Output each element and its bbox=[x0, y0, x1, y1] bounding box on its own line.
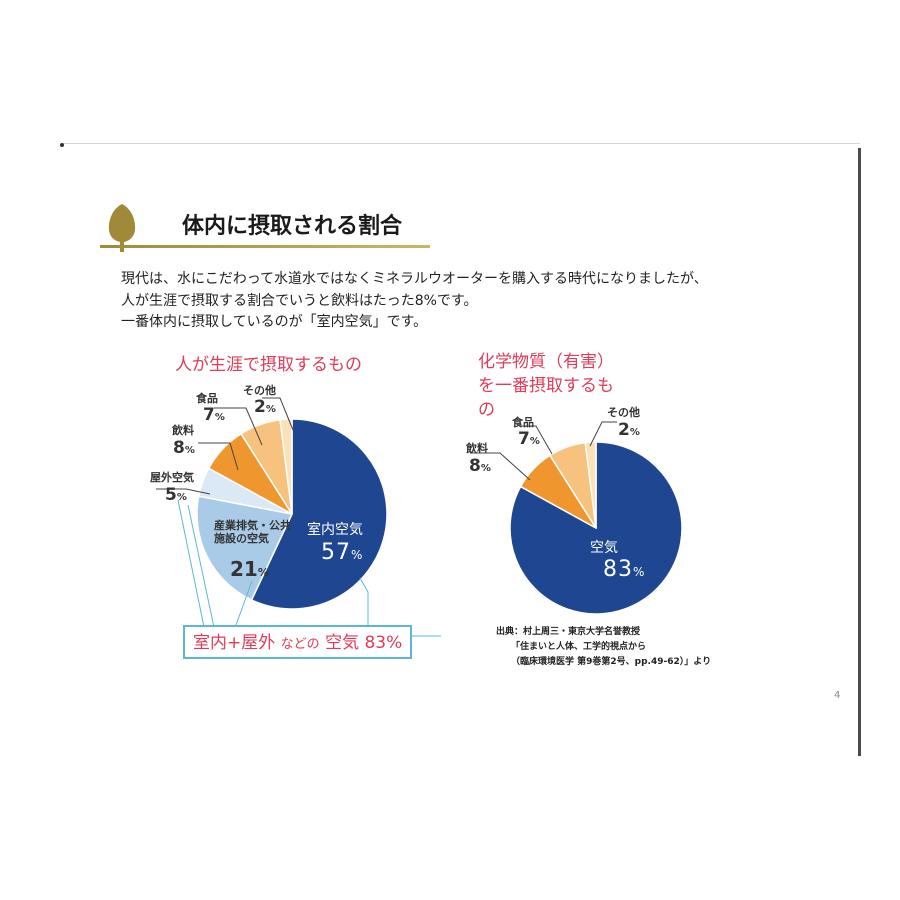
body-line-1: 現代は、水にこだわって水道水ではなくミネラルウオーターを購入する時代になりました… bbox=[121, 271, 708, 287]
chart1-label-drinks: 飲料 bbox=[172, 424, 194, 437]
body-line-3: 一番体内に摂取しているのが「室内空気」です。 bbox=[121, 314, 428, 330]
chart1-value-drinks: 8% bbox=[173, 438, 195, 458]
summary-part3: 空気 83% bbox=[325, 633, 403, 653]
chart2-label-air: 空気 bbox=[590, 540, 618, 556]
chart1-label-other: その他 bbox=[243, 384, 276, 397]
slide-top-edge bbox=[62, 143, 860, 144]
chart1-leader-food bbox=[214, 407, 263, 446]
chart2-label-other: その他 bbox=[607, 406, 640, 419]
slide-right-edge bbox=[858, 148, 861, 756]
chart2-value-food: 7% bbox=[518, 429, 540, 449]
chart1-leader-outdoor-box bbox=[177, 499, 206, 633]
scan-dot bbox=[60, 143, 64, 147]
chart2-slice-3 bbox=[584, 441, 597, 529]
chart1-leader-outdoor-box2 bbox=[187, 504, 216, 633]
title-underline bbox=[100, 245, 430, 248]
summary-part2: などの bbox=[280, 637, 320, 652]
source-line-2: 「住まいと人体、工学的視点から bbox=[511, 642, 647, 652]
chart1-slice-5 bbox=[279, 418, 293, 515]
chart1-leader-outdoor bbox=[156, 488, 211, 495]
chart1-slice-1 bbox=[196, 495, 294, 601]
chart1-value-food: 7% bbox=[203, 405, 225, 425]
summary-part1: 室内+屋外 bbox=[193, 633, 276, 653]
body-line-2: 人が生涯で摂取する割合でいうと飲料はたった8%です。 bbox=[121, 293, 478, 309]
chart1-label-outdoor: 屋外空気 bbox=[150, 471, 194, 484]
chart1-label-indoor: 室内空気 bbox=[307, 522, 363, 538]
chart1-value-industrial: 21% bbox=[230, 557, 269, 581]
chart1-title: 人が生涯で摂取するもの bbox=[175, 355, 362, 375]
chart1-label-food: 食品 bbox=[196, 392, 218, 405]
page-title: 体内に摂取される割合 bbox=[182, 214, 403, 239]
chart2-value-other: 2% bbox=[618, 420, 640, 440]
source-line-3: （臨床環境医学 第9巻第2号、pp.49-62）」より bbox=[511, 657, 712, 667]
chart1-value-other: 2% bbox=[254, 397, 276, 417]
chart2-value-drinks: 8% bbox=[469, 456, 491, 476]
chart2-leader-food bbox=[519, 425, 553, 455]
page-number: 4 bbox=[834, 690, 841, 701]
chart1-label-industrial: 産業排気・公共施設の空気 bbox=[214, 519, 291, 545]
source-line-1: 出典：村上周三・東京大学名誉教授 bbox=[496, 627, 641, 637]
chart1-slice-0 bbox=[250, 418, 388, 610]
summary-box: 室内+屋外 などの 空気 83% bbox=[183, 625, 413, 659]
chart1-value-outdoor: 5% bbox=[165, 485, 187, 505]
chart1-leader-drinks bbox=[198, 442, 239, 471]
chart2-label-drinks: 飲料 bbox=[466, 442, 488, 455]
chart2-title: 化学物質（有害）を一番摂取するもの bbox=[478, 350, 628, 422]
chart2-leader-drinks bbox=[470, 452, 531, 481]
chart1-value-indoor: 57% bbox=[321, 540, 364, 565]
chart2-leader-other bbox=[589, 421, 617, 447]
chart2-value-air: 83% bbox=[603, 557, 646, 582]
chart2-title-text: 化学物質（有害）を一番摂取するもの bbox=[478, 352, 614, 420]
chart1-leader-other bbox=[262, 397, 294, 431]
chart2-label-food: 食品 bbox=[512, 416, 534, 429]
